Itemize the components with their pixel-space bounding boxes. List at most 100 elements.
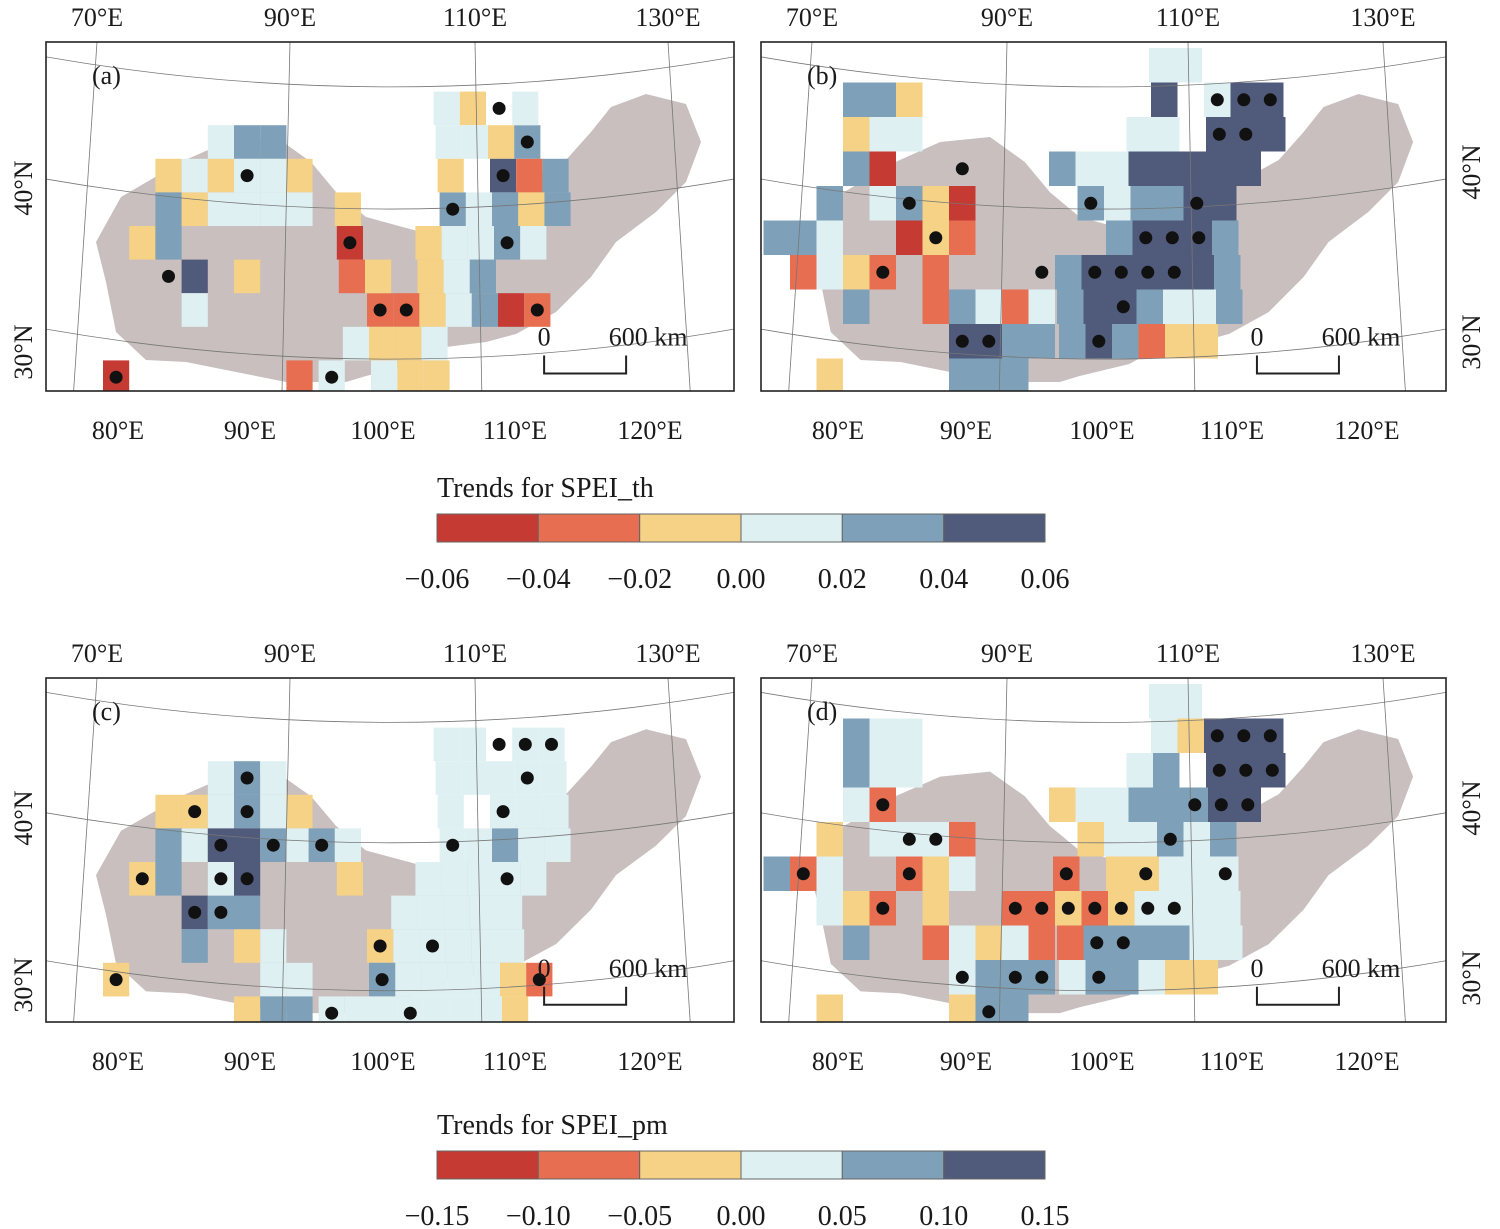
trend-cell — [395, 326, 422, 361]
longitude-label-top: 110°E — [443, 639, 507, 668]
trend-cell — [896, 753, 923, 788]
significance-dot — [214, 905, 228, 919]
colorbar-tick: −0.10 — [506, 1201, 571, 1229]
trend-cell — [1136, 289, 1163, 324]
parallel-line — [761, 178, 1446, 210]
significance-dot — [446, 838, 460, 852]
scale-bar-distance: 600 km — [1322, 954, 1401, 983]
significance-dot — [982, 1005, 996, 1019]
trend-cell — [393, 929, 420, 963]
trend-cell — [540, 761, 567, 795]
trend-cell — [207, 192, 234, 226]
latitude-label: 40°N — [1457, 780, 1486, 835]
meridian-line — [1187, 678, 1196, 1022]
longitude-label-top: 130°E — [635, 3, 700, 32]
colorbar-tick: −0.05 — [607, 1201, 672, 1229]
trend-cell — [949, 994, 976, 1022]
trend-cell — [1185, 856, 1212, 891]
trend-cell — [338, 259, 365, 294]
significance-dot — [1165, 231, 1179, 245]
trend-cell — [1102, 151, 1129, 186]
significance-dot — [109, 973, 123, 987]
significance-dot — [426, 939, 439, 953]
significance-dot — [399, 303, 413, 317]
trend-cell — [1055, 255, 1082, 290]
significance-dot — [520, 771, 534, 785]
trend-cell — [975, 289, 1002, 324]
longitude-label-top: 90°E — [264, 3, 316, 32]
scale-bar-line — [543, 986, 628, 1006]
significance-dot — [1116, 300, 1130, 314]
trend-cell — [286, 360, 313, 391]
trend-cell — [1208, 151, 1235, 186]
significance-dot — [162, 269, 175, 283]
trend-cell — [488, 761, 515, 795]
trend-cell — [1049, 787, 1076, 822]
trend-cell — [1153, 117, 1180, 152]
meridian-line — [474, 678, 483, 1022]
trend-cell — [843, 255, 870, 290]
trend-cell — [922, 186, 949, 221]
colorbar-swatch — [740, 513, 843, 543]
trend-cell — [207, 761, 234, 795]
latitude-label: 40°N — [9, 160, 38, 215]
colorbar-tick: −0.02 — [607, 564, 672, 595]
trend-cell — [1106, 220, 1133, 255]
trend-cell — [1126, 753, 1153, 788]
scale-bar-distance: 600 km — [609, 323, 688, 352]
trend-cell — [843, 925, 870, 960]
trend-cell — [922, 289, 949, 324]
trend-cell — [843, 117, 870, 152]
significance-dot — [188, 905, 202, 919]
trend-cell — [544, 828, 571, 862]
trend-cell — [365, 259, 392, 294]
trend-cell — [498, 929, 525, 963]
map-area — [761, 678, 1446, 1022]
trend-cell — [1212, 220, 1239, 255]
trend-cell — [949, 925, 976, 960]
trend-cell — [1083, 289, 1110, 324]
significance-dot — [929, 832, 943, 846]
trend-cell — [869, 151, 896, 186]
trend-cell — [500, 962, 527, 997]
significance-dot — [1035, 265, 1049, 279]
significance-dot — [492, 101, 506, 115]
trend-cell — [467, 226, 494, 260]
trend-cell — [1183, 822, 1210, 857]
meridian-line — [73, 678, 98, 1022]
trend-cell — [1130, 186, 1157, 221]
colorbar-swatch — [740, 1150, 843, 1180]
longitude-label-bottom: 120°E — [1334, 416, 1399, 445]
significance-dot — [496, 805, 510, 819]
map-panel-c: (c) 70°E 90°E 110°E 130°E 80°E 90°E 100°E 110°E 1… — [9, 639, 735, 1076]
significance-dot — [1116, 936, 1130, 950]
longitude-label-bottom: 100°E — [350, 1047, 415, 1076]
significance-dot — [315, 838, 329, 852]
trend-cell — [1057, 925, 1084, 960]
scale-bar: 0 600 km — [538, 323, 688, 375]
significance-dot — [1212, 763, 1226, 777]
trend-cell — [435, 761, 462, 795]
trend-cell — [763, 856, 790, 891]
significance-dot — [1114, 901, 1128, 915]
trend-cell — [1128, 787, 1155, 822]
colorbar-tick: −0.06 — [405, 564, 470, 595]
colorbar-tick: 0.05 — [818, 1201, 867, 1229]
trend-cell — [1181, 151, 1208, 186]
trend-cell — [816, 822, 843, 857]
trend-cell — [843, 289, 870, 324]
trend-cell — [949, 358, 976, 391]
meridian-line — [281, 42, 291, 391]
parallel-line — [761, 960, 1446, 992]
significance-dot — [266, 838, 280, 852]
trend-cell — [286, 828, 313, 862]
trend-cell — [234, 125, 261, 159]
trend-cell — [433, 727, 460, 762]
panel-label: (b) — [807, 61, 837, 90]
meridian-line — [788, 678, 813, 1022]
parallel-line — [46, 960, 734, 992]
colorbar-swatch — [537, 513, 641, 543]
trend-cell — [415, 862, 442, 896]
significance-dot — [1139, 867, 1153, 881]
trend-cell — [234, 192, 261, 226]
